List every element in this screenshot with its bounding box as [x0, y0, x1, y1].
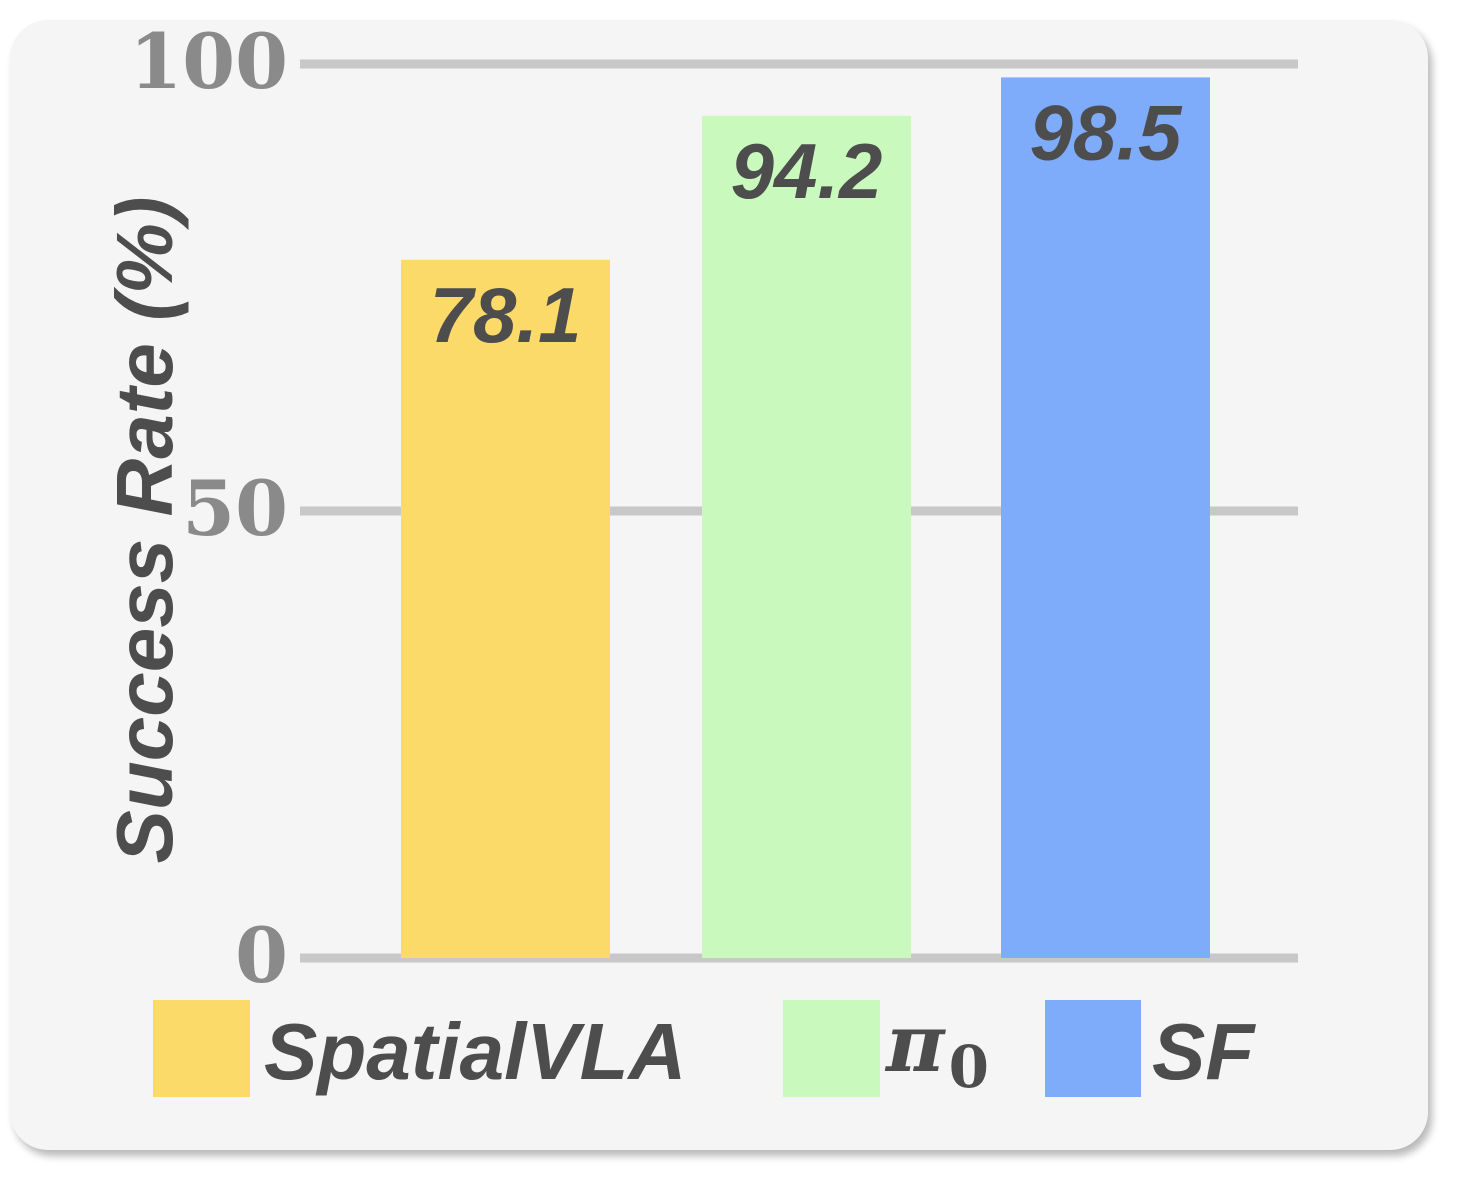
y-tick-labels: 0 50 100	[129, 17, 288, 1000]
bar-value-label: 98.5	[1030, 88, 1183, 176]
legend-swatch-pi0	[783, 1000, 880, 1097]
bars	[401, 77, 1210, 959]
legend-label-pi0: π0	[884, 996, 989, 1101]
legend-swatch-spatialvla	[153, 1000, 250, 1097]
legend-swatch-sf	[1045, 1000, 1141, 1097]
bar-value-label: 94.2	[731, 127, 883, 215]
bar	[1001, 77, 1210, 958]
y-tick-label: 100	[129, 17, 288, 106]
bar-value-label: 78.1	[430, 271, 582, 359]
legend-label-sf: SF	[1152, 1007, 1256, 1096]
bar-value-labels: 78.1 94.2 98.5	[430, 88, 1183, 358]
y-tick-label: 0	[235, 911, 288, 1000]
bar	[401, 259, 610, 958]
bar	[702, 115, 911, 959]
y-tick-label: 50	[182, 464, 288, 553]
legend-label-spatialvla: SpatialVLA	[264, 1007, 686, 1096]
y-axis-label: Success Rate (%)	[100, 197, 189, 864]
legend: SpatialVLA π0 SF	[153, 996, 1256, 1101]
